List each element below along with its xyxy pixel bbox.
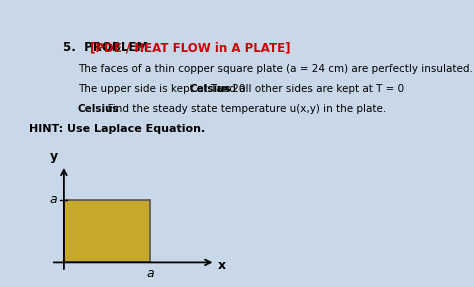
Text: y: y (49, 150, 57, 163)
FancyBboxPatch shape (64, 199, 150, 262)
Text: 5.  PROBLEM: 5. PROBLEM (63, 41, 152, 54)
Text: The faces of a thin copper square plate (a = 24 cm) are perfectly insulated.: The faces of a thin copper square plate … (78, 64, 473, 74)
Text: a: a (50, 193, 57, 206)
Text: . Find the steady state temperature u(x,y) in the plate.: . Find the steady state temperature u(x,… (101, 104, 386, 114)
Text: a: a (146, 267, 154, 280)
Text: The upper side is kept at T = 20: The upper side is kept at T = 20 (78, 84, 248, 94)
Text: and all other sides are kept at T = 0: and all other sides are kept at T = 0 (213, 84, 404, 94)
Text: x: x (218, 259, 226, 272)
Text: HINT: Use Laplace Equation.: HINT: Use Laplace Equation. (28, 124, 205, 134)
Text: Celsius: Celsius (78, 104, 119, 114)
Text: [PDE / HEAT FLOW in A PLATE]: [PDE / HEAT FLOW in A PLATE] (91, 41, 291, 54)
Text: Celsius: Celsius (189, 84, 231, 94)
